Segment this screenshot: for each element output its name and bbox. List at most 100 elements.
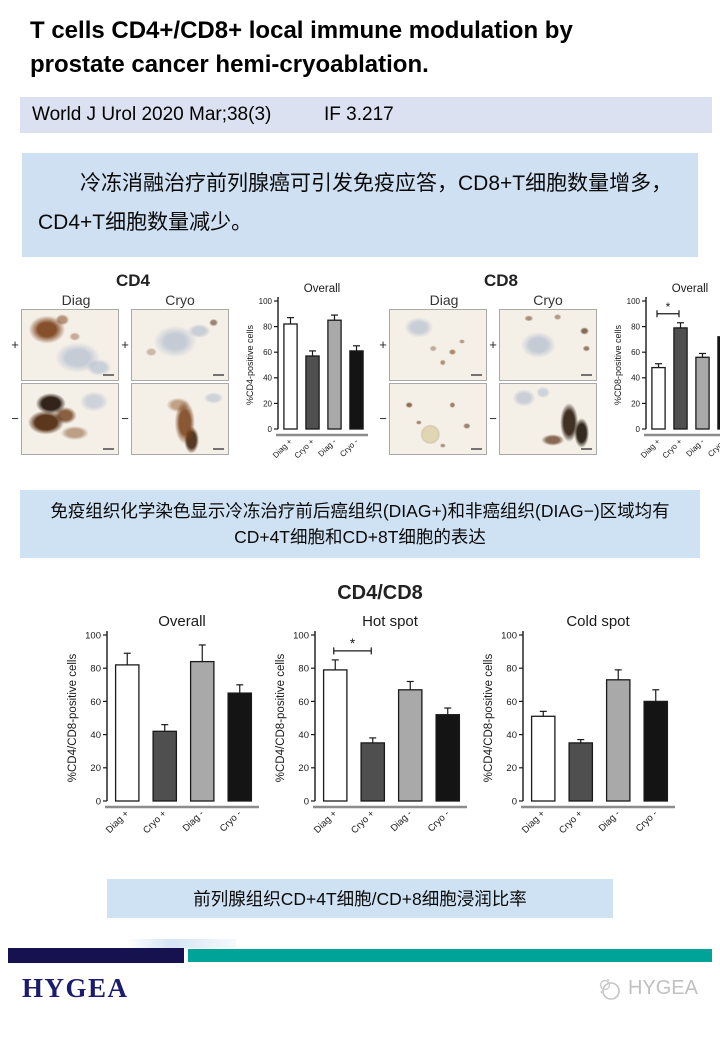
svg-text:0: 0 xyxy=(512,797,517,808)
svg-text:Diag -: Diag - xyxy=(389,809,415,835)
svg-text:20: 20 xyxy=(631,399,640,408)
svg-text:%CD4/CD8-positive cells: %CD4/CD8-positive cells xyxy=(275,654,287,783)
footer-wisp-decoration xyxy=(126,939,236,949)
hygea-watermark-text: HYGEA xyxy=(627,977,698,1000)
svg-text:40: 40 xyxy=(90,730,101,741)
ratio-caption-cn: 前列腺组织CD+4T细胞/CD+8细胞浸润比率 xyxy=(107,879,613,919)
page-title: T cells CD4+/CD8+ local immune modulatio… xyxy=(30,17,573,78)
cd8-col-diag-label: Diag xyxy=(429,291,459,308)
cd4-row-minus-label: − xyxy=(121,411,129,427)
svg-text:%CD8-positive cells: %CD8-positive cells xyxy=(613,324,623,405)
svg-text:60: 60 xyxy=(90,697,101,708)
cd8-cryo-neg-ihc-image xyxy=(499,382,597,455)
ratio-charts-row: Overall %CD4/CD8-positive cells 0 20 40 60 80 1… xyxy=(0,609,720,861)
svg-text:60: 60 xyxy=(631,348,640,357)
svg-text:100: 100 xyxy=(293,631,309,642)
cd8-column-labels: Diag Cryo xyxy=(392,292,610,308)
svg-text:*: * xyxy=(350,636,356,651)
citation-bar: World J Urol 2020 Mar;38(3) IF 3.217 xyxy=(20,97,712,134)
svg-text:Cryo +: Cryo + xyxy=(557,808,585,836)
svg-text:%CD4/CD8-positive cells: %CD4/CD8-positive cells xyxy=(67,654,79,783)
hygea-watermark: HYGEA xyxy=(597,977,698,1001)
impact-factor: IF 3.217 xyxy=(324,104,394,126)
svg-text:Cryo -: Cryo - xyxy=(338,437,360,459)
cd8-row-plus-label: + xyxy=(379,337,387,353)
cd4-cd8-ratio-figure: CD4/CD8 Overall %CD4/CD8-positive cells 0 2… xyxy=(0,582,720,861)
svg-text:Diag -: Diag - xyxy=(684,437,706,459)
svg-text:40: 40 xyxy=(631,374,640,383)
cd8-col-cryo-label: Cryo xyxy=(533,291,563,308)
svg-text:100: 100 xyxy=(627,297,641,306)
svg-text:Overall: Overall xyxy=(158,613,206,630)
cd4-column-labels: Diag Cryo xyxy=(24,292,242,308)
svg-text:Cryo -: Cryo - xyxy=(218,809,244,835)
svg-text:Diag +: Diag + xyxy=(271,437,294,460)
cd8-diag-neg-ihc-image xyxy=(389,382,487,455)
ratio-overall-bar-chart: Overall %CD4/CD8-positive cells 0 20 40 60 80 1… xyxy=(67,613,259,836)
svg-text:Diag +: Diag + xyxy=(312,808,340,836)
cd4-col-diag-label: Diag xyxy=(61,291,91,308)
cd4-row-plus-label: + xyxy=(11,337,19,353)
cd4-panel-title: CD4 xyxy=(115,270,150,290)
svg-text:Cryo -: Cryo - xyxy=(426,809,452,835)
cd8-ihc-block: CD8 Diag Cryo + + − − xyxy=(378,269,610,456)
svg-text:Diag +: Diag + xyxy=(639,437,662,460)
svg-text:Cryo -: Cryo - xyxy=(634,809,660,835)
svg-text:Cryo +: Cryo + xyxy=(661,437,684,460)
footer-teal-bar xyxy=(188,949,712,963)
cd4-cryo-pos-ihc-image xyxy=(131,308,229,381)
svg-text:60: 60 xyxy=(263,348,272,357)
svg-text:100: 100 xyxy=(501,631,517,642)
cd8-panel-title: CD8 xyxy=(483,270,518,290)
cd4-diag-neg-ihc-image xyxy=(21,382,119,455)
svg-text:Diag -: Diag - xyxy=(316,437,338,459)
svg-text:*: * xyxy=(666,300,671,314)
footer: HYGEA HYGEA xyxy=(22,973,698,1004)
svg-text:0: 0 xyxy=(636,425,641,434)
svg-text:Cryo +: Cryo + xyxy=(293,437,316,460)
svg-text:Diag -: Diag - xyxy=(597,809,623,835)
cd8-row-negative: − − xyxy=(378,382,610,456)
svg-text:0: 0 xyxy=(96,797,101,808)
svg-text:Cryo +: Cryo + xyxy=(349,808,377,836)
cd8-cryo-pos-ihc-image xyxy=(499,308,597,381)
cd8-row-plus-label: + xyxy=(489,337,497,353)
svg-text:0: 0 xyxy=(304,797,309,808)
ratio-figure-title: CD4/CD8 xyxy=(337,582,423,605)
hygea-brand-logo: HYGEA xyxy=(22,973,129,1004)
cd4-row-positive: + + xyxy=(10,308,242,382)
svg-text:20: 20 xyxy=(263,399,272,408)
cd4-row-plus-label: + xyxy=(121,337,129,353)
ihc-caption-cn: 免疫组织化学染色显示冷冻治疗前后癌组织(DIAG+)和非癌组织(DIAG−)区域… xyxy=(20,489,700,559)
cd4-row-negative: − − xyxy=(10,382,242,456)
footer-accent-bar xyxy=(8,939,712,964)
cd8-row-minus-label: − xyxy=(489,411,497,427)
cd8-figure-panel: CD8 Diag Cryo + + − − Overall %CD8-positi… xyxy=(378,269,720,480)
cd8-row-positive: + + xyxy=(378,308,610,382)
svg-text:100: 100 xyxy=(85,631,101,642)
svg-text:60: 60 xyxy=(298,697,309,708)
svg-text:Overall: Overall xyxy=(304,283,340,295)
svg-text:80: 80 xyxy=(90,664,101,675)
ratio-coldspot-bar-chart: Cold spot %CD4/CD8-positive cells 0 20 40 60 8… xyxy=(483,613,675,836)
svg-text:Overall: Overall xyxy=(672,283,708,295)
ihc-figures-row: CD4 Diag Cryo + + − − Overall %CD4-positi… xyxy=(0,269,720,480)
svg-text:%CD4-positive cells: %CD4-positive cells xyxy=(245,324,255,405)
svg-text:Diag -: Diag - xyxy=(181,809,207,835)
cd8-diag-pos-ihc-image xyxy=(389,308,487,381)
svg-text:100: 100 xyxy=(259,297,273,306)
svg-text:80: 80 xyxy=(506,664,517,675)
svg-text:80: 80 xyxy=(298,664,309,675)
cd4-col-cryo-label: Cryo xyxy=(165,291,195,308)
summary-text-cn: 冷冻消融治疗前列腺癌可引发免疫应答，CD8+T细胞数量增多，CD4+T细胞数量减… xyxy=(22,153,698,257)
hygea-watermark-icon xyxy=(599,978,620,1000)
ratio-hotspot-bar-chart: Hot spot %CD4/CD8-positive cells 0 20 40 60 80… xyxy=(275,613,467,836)
svg-text:Cold spot: Cold spot xyxy=(566,613,630,630)
svg-text:40: 40 xyxy=(506,730,517,741)
svg-text:Cryo +: Cryo + xyxy=(141,808,169,836)
svg-text:80: 80 xyxy=(631,322,640,331)
svg-text:40: 40 xyxy=(263,374,272,383)
svg-text:%CD4/CD8-positive cells: %CD4/CD8-positive cells xyxy=(483,654,495,783)
cd4-overall-bar-chart: Overall %CD4-positive cells 0 20 40 60 80 100 Di… xyxy=(245,283,368,460)
svg-text:Diag +: Diag + xyxy=(520,808,548,836)
